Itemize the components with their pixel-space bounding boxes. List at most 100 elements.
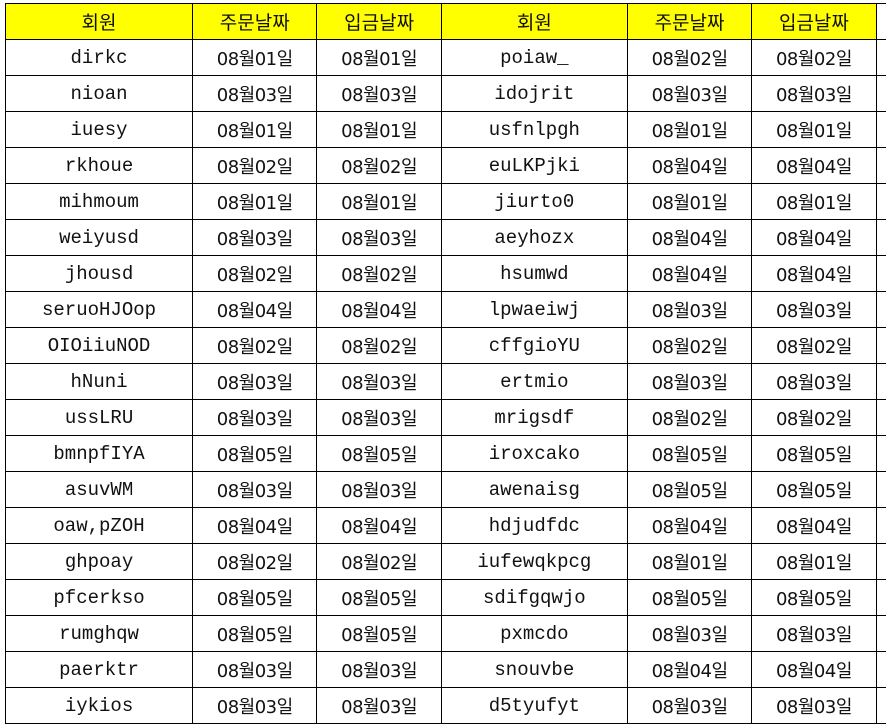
cell-member[interactable]: d5tyufyt bbox=[440, 687, 628, 724]
cell-deposit-date[interactable]: 08월03일 bbox=[316, 687, 442, 724]
cell-member[interactable]: cffgioYU bbox=[440, 327, 628, 364]
header-cell-empty[interactable] bbox=[875, 3, 886, 40]
cell-order-date[interactable]: 08월04일 bbox=[626, 507, 753, 544]
cell-order-date[interactable]: 08월01일 bbox=[192, 183, 318, 220]
cell-empty[interactable] bbox=[875, 435, 886, 472]
cell-order-date[interactable]: 08월02일 bbox=[626, 39, 753, 76]
cell-member[interactable]: snouvbe bbox=[440, 651, 628, 688]
cell-order-date[interactable]: 08월02일 bbox=[192, 147, 318, 184]
cell-deposit-date[interactable]: 08월03일 bbox=[316, 471, 442, 508]
cell-member[interactable]: nioan bbox=[4, 75, 194, 112]
cell-empty[interactable] bbox=[875, 111, 886, 148]
cell-deposit-date[interactable]: 08월02일 bbox=[751, 39, 877, 76]
cell-member[interactable]: oaw,pZOH bbox=[4, 507, 194, 544]
cell-empty[interactable] bbox=[875, 615, 886, 652]
cell-deposit-date[interactable]: 08월05일 bbox=[751, 471, 877, 508]
cell-order-date[interactable]: 08월03일 bbox=[192, 363, 318, 400]
cell-order-date[interactable]: 08월01일 bbox=[626, 183, 753, 220]
cell-empty[interactable] bbox=[875, 687, 886, 724]
cell-empty[interactable] bbox=[875, 183, 886, 220]
cell-deposit-date[interactable]: 08월02일 bbox=[316, 255, 442, 292]
cell-order-date[interactable]: 08월05일 bbox=[626, 435, 753, 472]
cell-member[interactable]: lpwaeiwj bbox=[440, 291, 628, 328]
cell-empty[interactable] bbox=[875, 507, 886, 544]
cell-member[interactable]: usfnlpgh bbox=[440, 111, 628, 148]
cell-empty[interactable] bbox=[875, 147, 886, 184]
cell-deposit-date[interactable]: 08월03일 bbox=[751, 291, 877, 328]
cell-member[interactable]: asuvWM bbox=[4, 471, 194, 508]
cell-order-date[interactable]: 08월04일 bbox=[626, 147, 753, 184]
cell-member[interactable]: ertmio bbox=[440, 363, 628, 400]
cell-member[interactable]: jiurto0 bbox=[440, 183, 628, 220]
cell-member[interactable]: mrigsdf bbox=[440, 399, 628, 436]
cell-order-date[interactable]: 08월02일 bbox=[192, 255, 318, 292]
cell-deposit-date[interactable]: 08월04일 bbox=[751, 507, 877, 544]
cell-member[interactable]: iufewqkpcg bbox=[440, 543, 628, 580]
cell-member[interactable]: hNuni bbox=[4, 363, 194, 400]
cell-empty[interactable] bbox=[875, 543, 886, 580]
cell-deposit-date[interactable]: 08월04일 bbox=[751, 651, 877, 688]
cell-member[interactable]: jhousd bbox=[4, 255, 194, 292]
cell-deposit-date[interactable]: 08월03일 bbox=[751, 615, 877, 652]
cell-order-date[interactable]: 08월03일 bbox=[192, 219, 318, 256]
cell-member[interactable]: awenaisg bbox=[440, 471, 628, 508]
cell-empty[interactable] bbox=[875, 327, 886, 364]
cell-order-date[interactable]: 08월03일 bbox=[626, 291, 753, 328]
cell-deposit-date[interactable]: 08월04일 bbox=[751, 147, 877, 184]
cell-deposit-date[interactable]: 08월03일 bbox=[751, 363, 877, 400]
cell-deposit-date[interactable]: 08월02일 bbox=[316, 147, 442, 184]
cell-order-date[interactable]: 08월03일 bbox=[192, 399, 318, 436]
cell-order-date[interactable]: 08월04일 bbox=[626, 255, 753, 292]
cell-empty[interactable] bbox=[875, 651, 886, 688]
cell-empty[interactable] bbox=[875, 399, 886, 436]
cell-order-date[interactable]: 08월05일 bbox=[192, 435, 318, 472]
cell-order-date[interactable]: 08월03일 bbox=[626, 615, 753, 652]
cell-deposit-date[interactable]: 08월02일 bbox=[316, 543, 442, 580]
cell-member[interactable]: paerktr bbox=[4, 651, 194, 688]
cell-empty[interactable] bbox=[875, 363, 886, 400]
cell-deposit-date[interactable]: 08월01일 bbox=[751, 543, 877, 580]
cell-member[interactable]: pxmcdo bbox=[440, 615, 628, 652]
cell-deposit-date[interactable]: 08월01일 bbox=[316, 183, 442, 220]
cell-deposit-date[interactable]: 08월01일 bbox=[751, 111, 877, 148]
cell-order-date[interactable]: 08월03일 bbox=[626, 687, 753, 724]
cell-deposit-date[interactable]: 08월03일 bbox=[316, 75, 442, 112]
cell-order-date[interactable]: 08월04일 bbox=[192, 507, 318, 544]
header-cell-order-date[interactable]: 주문날짜 bbox=[192, 3, 318, 40]
cell-order-date[interactable]: 08월04일 bbox=[626, 651, 753, 688]
cell-deposit-date[interactable]: 08월01일 bbox=[316, 111, 442, 148]
cell-deposit-date[interactable]: 08월03일 bbox=[316, 219, 442, 256]
cell-deposit-date[interactable]: 08월03일 bbox=[316, 399, 442, 436]
header-cell-deposit-date[interactable]: 입금날짜 bbox=[316, 3, 442, 40]
cell-order-date[interactable]: 08월04일 bbox=[626, 219, 753, 256]
cell-order-date[interactable]: 08월03일 bbox=[626, 75, 753, 112]
cell-deposit-date[interactable]: 08월01일 bbox=[751, 183, 877, 220]
cell-deposit-date[interactable]: 08월04일 bbox=[316, 291, 442, 328]
cell-member[interactable]: ghpoay bbox=[4, 543, 194, 580]
header-cell-deposit-date[interactable]: 입금날짜 bbox=[751, 3, 877, 40]
cell-member[interactable]: sdifgqwjo bbox=[440, 579, 628, 616]
cell-deposit-date[interactable]: 08월03일 bbox=[751, 75, 877, 112]
cell-order-date[interactable]: 08월04일 bbox=[192, 291, 318, 328]
cell-empty[interactable] bbox=[875, 291, 886, 328]
cell-order-date[interactable]: 08월03일 bbox=[192, 75, 318, 112]
cell-empty[interactable] bbox=[875, 75, 886, 112]
cell-member[interactable]: iuesy bbox=[4, 111, 194, 148]
cell-order-date[interactable]: 08월02일 bbox=[626, 399, 753, 436]
cell-deposit-date[interactable]: 08월03일 bbox=[316, 651, 442, 688]
header-cell-member[interactable]: 회원 bbox=[4, 3, 194, 40]
cell-deposit-date[interactable]: 08월05일 bbox=[316, 615, 442, 652]
cell-deposit-date[interactable]: 08월02일 bbox=[751, 327, 877, 364]
cell-empty[interactable] bbox=[875, 579, 886, 616]
cell-member[interactable]: poiaw_ bbox=[440, 39, 628, 76]
cell-member[interactable]: seruoHJOop bbox=[4, 291, 194, 328]
cell-deposit-date[interactable]: 08월04일 bbox=[751, 255, 877, 292]
cell-member[interactable]: bmnpfIYA bbox=[4, 435, 194, 472]
cell-deposit-date[interactable]: 08월05일 bbox=[751, 435, 877, 472]
cell-member[interactable]: hsumwd bbox=[440, 255, 628, 292]
cell-member[interactable]: rkhoue bbox=[4, 147, 194, 184]
cell-order-date[interactable]: 08월02일 bbox=[626, 327, 753, 364]
cell-deposit-date[interactable]: 08월05일 bbox=[316, 579, 442, 616]
cell-member[interactable]: weiyusd bbox=[4, 219, 194, 256]
cell-order-date[interactable]: 08월01일 bbox=[626, 111, 753, 148]
